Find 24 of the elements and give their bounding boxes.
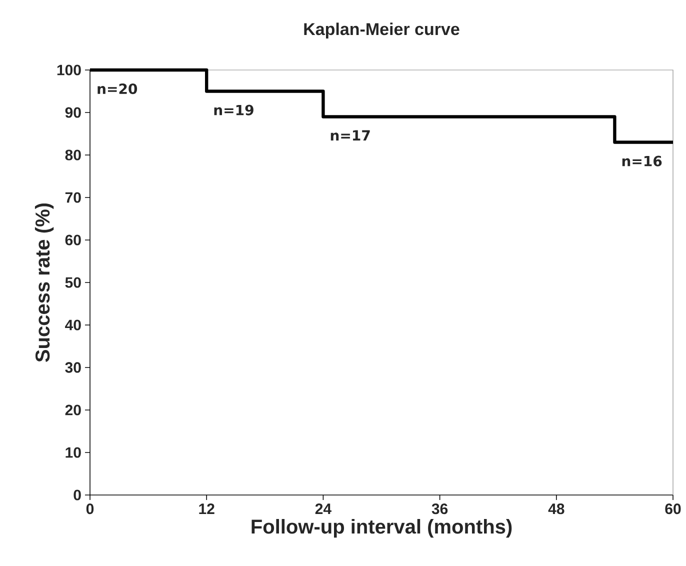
y-tick-label: 60 — [65, 234, 81, 246]
annotation: n=17 — [330, 130, 370, 140]
y-tick-label: 80 — [65, 150, 81, 160]
y-tick-label: 40 — [65, 320, 81, 330]
y-tick-label: 10 — [66, 447, 81, 458]
x-tick-label: 12 — [199, 504, 214, 514]
y-tick-label: 90 — [65, 107, 81, 118]
chart-title: Kaplan-Meier curve — [304, 22, 460, 38]
y-tick-label: 30 — [65, 362, 81, 373]
x-tick-label: 36 — [432, 504, 448, 514]
y-tick-label: 20 — [65, 404, 81, 416]
y-tick-label: 70 — [65, 192, 81, 203]
x-tick-label: 24 — [315, 504, 332, 514]
y-tick-label: 100 — [57, 64, 81, 76]
y-tick-label: 50 — [65, 277, 81, 288]
x-axis-title: Follow-up interval (months) — [252, 518, 512, 538]
y-axis-title: Success rate (%) — [34, 203, 54, 362]
x-tick-label: 0 — [86, 504, 94, 514]
annotation: n=19 — [214, 104, 254, 116]
x-tick-label: 60 — [665, 504, 681, 514]
x-tick-label: 48 — [548, 504, 564, 514]
y-tick-label: 0 — [74, 490, 81, 500]
annotation: n=20 — [98, 84, 138, 94]
annotation: n=16 — [622, 156, 662, 166]
